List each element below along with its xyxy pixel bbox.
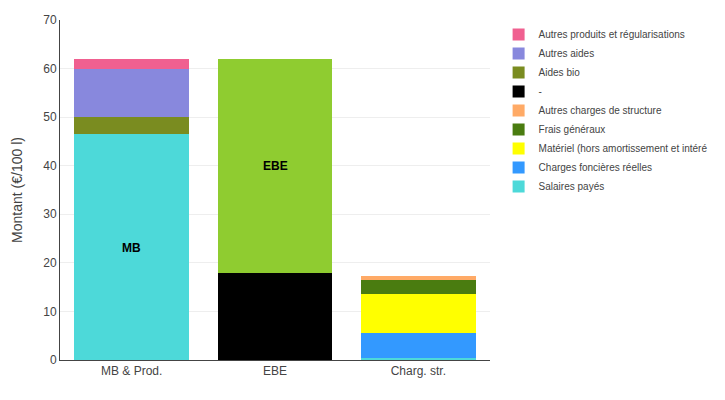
svg-text:50: 50 — [43, 110, 57, 124]
svg-text:10: 10 — [43, 305, 57, 319]
svg-text:0: 0 — [50, 353, 57, 367]
svg-text:Salaires payés: Salaires payés — [539, 181, 605, 192]
svg-text:Aides bio: Aides bio — [539, 67, 581, 78]
svg-text:MB & Prod.: MB & Prod. — [101, 364, 162, 378]
svg-text:Autres aides: Autres aides — [539, 48, 595, 59]
svg-text:60: 60 — [43, 62, 57, 76]
svg-text:Charg. str.: Charg. str. — [391, 364, 446, 378]
svg-text:Autres charges de structure: Autres charges de structure — [539, 105, 662, 116]
svg-text:40: 40 — [43, 159, 57, 173]
svg-text:EBE: EBE — [263, 364, 287, 378]
svg-text:Matériel (hors amortissement e: Matériel (hors amortissement et intéré — [539, 143, 708, 154]
svg-text:MB: MB — [122, 241, 141, 255]
svg-text:Autres produits et régularisat: Autres produits et régularisations — [539, 29, 685, 40]
svg-text:-: - — [539, 86, 542, 97]
svg-text:Montant (€/100 l): Montant (€/100 l) — [9, 137, 25, 243]
svg-text:Frais généraux: Frais généraux — [539, 124, 606, 135]
svg-text:70: 70 — [43, 13, 57, 27]
svg-text:30: 30 — [43, 207, 57, 221]
svg-text:EBE: EBE — [263, 159, 288, 173]
svg-text:Charges foncières réelles: Charges foncières réelles — [539, 162, 652, 173]
svg-text:20: 20 — [43, 256, 57, 270]
